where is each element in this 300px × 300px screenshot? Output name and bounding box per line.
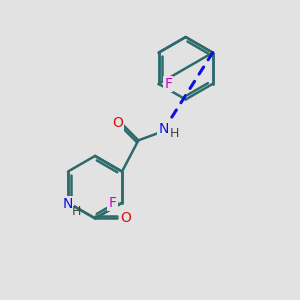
Text: N: N [158, 122, 169, 136]
Text: F: F [164, 77, 172, 91]
Text: H: H [169, 127, 179, 140]
Text: H: H [72, 205, 81, 218]
Text: O: O [112, 116, 123, 130]
Text: O: O [120, 212, 131, 225]
Text: F: F [109, 196, 116, 210]
Text: N: N [63, 197, 73, 211]
